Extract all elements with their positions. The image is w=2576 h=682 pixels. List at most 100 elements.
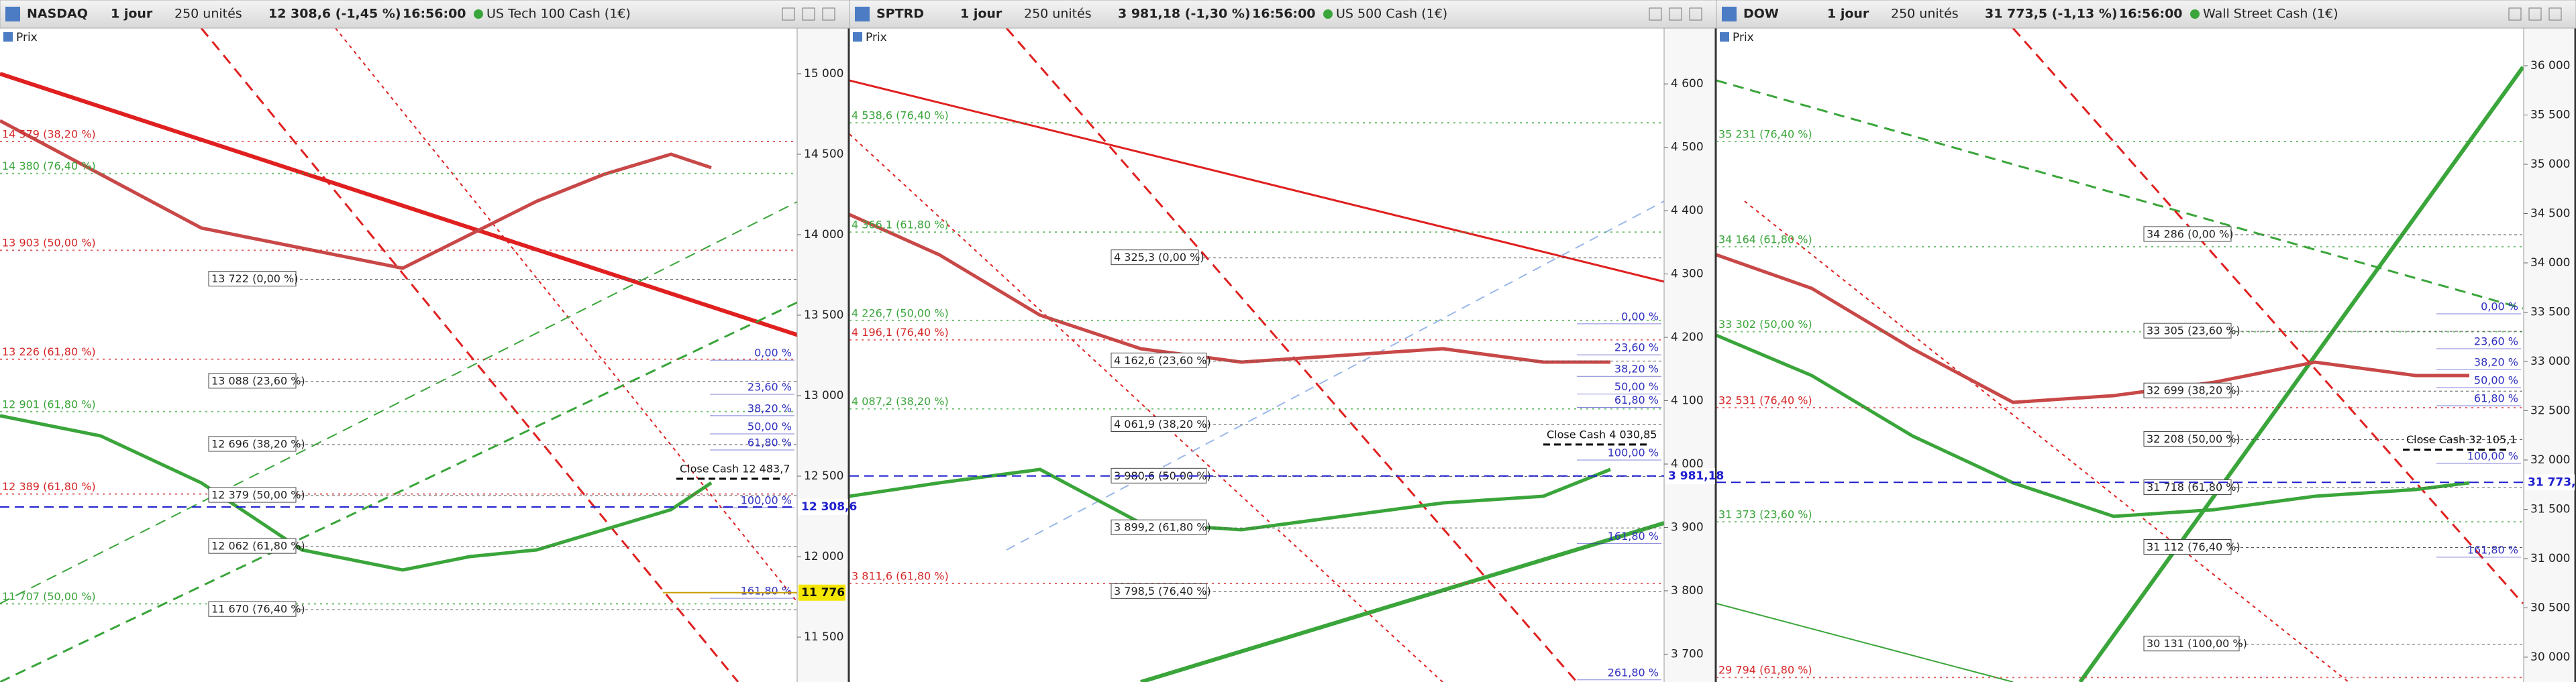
fib-box (1111, 352, 1207, 368)
minimize-button[interactable] (1649, 7, 1662, 21)
pct-label: 100,00 % (2467, 449, 2518, 462)
y-tick-label: 4 200 (1671, 331, 1704, 344)
fib-label: 32 208 (50,00 %) (2147, 433, 2240, 445)
y-tick-label: 31 000 (2530, 552, 2570, 565)
fib-label: 33 305 (23,60 %) (2147, 325, 2240, 337)
level-label: 4 366,1 (61,80 %) (852, 219, 949, 231)
level-label: 32 531 (76,40 %) (1718, 394, 1812, 406)
header-units[interactable]: 250 unités (174, 7, 242, 21)
y-tick-label: 4 600 (1671, 77, 1704, 91)
last-price-bg (1665, 467, 1715, 484)
fib-box (208, 601, 297, 617)
fib-box (2143, 226, 2232, 242)
y-tick-label: 30 500 (2530, 601, 2570, 614)
maximize-button[interactable] (1669, 7, 1682, 21)
level-label: 3 811,6 (61,80 %) (852, 569, 949, 582)
fib-box (1111, 416, 1207, 433)
fib-box (2143, 323, 2232, 339)
fib-label: 12 696 (38,20 %) (211, 437, 305, 450)
header-time[interactable]: 16:56:00 (403, 7, 466, 21)
legend-swatch (853, 32, 862, 42)
header-quote[interactable]: 12 308,6 (-1,45 %) (268, 7, 401, 21)
header-quote[interactable]: 3 981,18 (-1,30 %) (1118, 7, 1251, 21)
last-price-bg (2525, 474, 2575, 491)
fib-label: 12 379 (50,00 %) (211, 489, 305, 502)
y-tick-label: 13 000 (804, 389, 843, 402)
minimize-button[interactable] (782, 7, 795, 21)
header-name: US 500 Cash (1€) (1336, 7, 1447, 21)
fib-box (208, 487, 297, 503)
fib-label: 31 112 (76,40 %) (2147, 541, 2240, 553)
y-tick-label: 36 000 (2530, 59, 2570, 72)
fib-box (2143, 479, 2232, 495)
header-symbol[interactable]: SPTRD (876, 7, 924, 21)
y-tick-label: 14 500 (804, 148, 843, 161)
last-price-label: 31 773,5 (2528, 475, 2576, 489)
decor-panel-2 (848, 27, 1665, 682)
pct-label: 38,20 % (748, 402, 792, 414)
maximize-button[interactable] (2528, 7, 2542, 21)
level-label: 35 231 (76,40 %) (1718, 128, 1812, 141)
legend-swatch (3, 32, 13, 42)
header-quote[interactable]: 31 773,5 (-1,13 %) (1985, 7, 2118, 21)
header-units[interactable]: 250 unités (1891, 7, 1959, 21)
header-period[interactable]: 1 jour (111, 7, 153, 21)
close-cash-label: Close Cash 4 030,85 (1547, 428, 1657, 441)
fib-label: 4 162,6 (23,60 %) (1114, 354, 1211, 367)
pct-label: 0,00 % (2481, 300, 2518, 312)
fib-box (208, 538, 297, 554)
header-period[interactable]: 1 jour (1827, 7, 1869, 21)
header-time[interactable]: 16:56:00 (1252, 7, 1316, 21)
legend-label: Prix (1733, 31, 1754, 44)
y-tick-label: 4 100 (1671, 394, 1704, 408)
marker-bg (798, 584, 845, 601)
level-label: 14 380 (76,40 %) (2, 160, 96, 172)
toolbar (1716, 0, 2576, 29)
last-price-label: 12 308,6 (801, 500, 857, 514)
y-tick-label: 32 500 (2530, 404, 2570, 417)
y-tick-label: 33 500 (2530, 305, 2570, 319)
y-tick-label: 14 000 (804, 228, 843, 241)
fib-label: 12 062 (61,80 %) (211, 540, 305, 553)
fib-label: 3 798,5 (76,40 %) (1114, 585, 1211, 598)
fib-label: 31 718 (61,80 %) (2147, 481, 2240, 494)
pct-label: 23,60 % (1614, 341, 1659, 354)
header-symbol[interactable]: DOW (1743, 7, 1779, 21)
fib-box (208, 436, 297, 452)
last-price-bg (798, 498, 848, 515)
toolbar (0, 0, 850, 29)
pct-label: 50,00 % (748, 420, 792, 433)
header-symbol[interactable]: NASDAQ (27, 7, 88, 21)
fib-label: 13 722 (0,00 %) (211, 272, 298, 285)
level-label: 4 196,1 (76,40 %) (852, 326, 949, 339)
header-units[interactable]: 250 unités (1024, 7, 1092, 21)
y-tick-label: 4 000 (1671, 457, 1704, 471)
y-tick-label: 3 900 (1671, 520, 1704, 534)
header-period[interactable]: 1 jour (960, 7, 1002, 21)
y-tick-label: 12 500 (804, 469, 843, 483)
y-tick-label: 15 000 (804, 67, 843, 80)
fib-box (208, 373, 297, 389)
level-label: 13 226 (61,80 %) (2, 345, 96, 358)
y-tick-label: 33 000 (2530, 355, 2570, 368)
symbol-icon (1722, 7, 1737, 21)
pct-label: 38,20 % (1614, 363, 1659, 376)
level-label: 33 302 (50,00 %) (1718, 318, 1812, 331)
status-dot (2190, 9, 2200, 19)
fib-label: 11 670 (76,40 %) (211, 603, 305, 616)
fib-label: 34 286 (0,00 %) (2147, 227, 2233, 240)
legend-label: Prix (16, 31, 38, 44)
close-button[interactable] (822, 7, 835, 21)
header-time[interactable]: 16:56:00 (2119, 7, 2183, 21)
toolbar (849, 0, 1717, 29)
fib-label: 3 899,2 (61,80 %) (1114, 521, 1211, 534)
y-tick-label: 30 000 (2530, 650, 2570, 664)
fib-box (2143, 431, 2232, 447)
maximize-button[interactable] (802, 7, 815, 21)
level-label: 14 579 (38,20 %) (2, 127, 96, 140)
pct-label: 161,80 % (741, 585, 792, 598)
close-button[interactable] (2548, 7, 2562, 21)
y-tick-label: 4 300 (1671, 268, 1704, 281)
minimize-button[interactable] (2508, 7, 2522, 21)
close-button[interactable] (1689, 7, 1702, 21)
